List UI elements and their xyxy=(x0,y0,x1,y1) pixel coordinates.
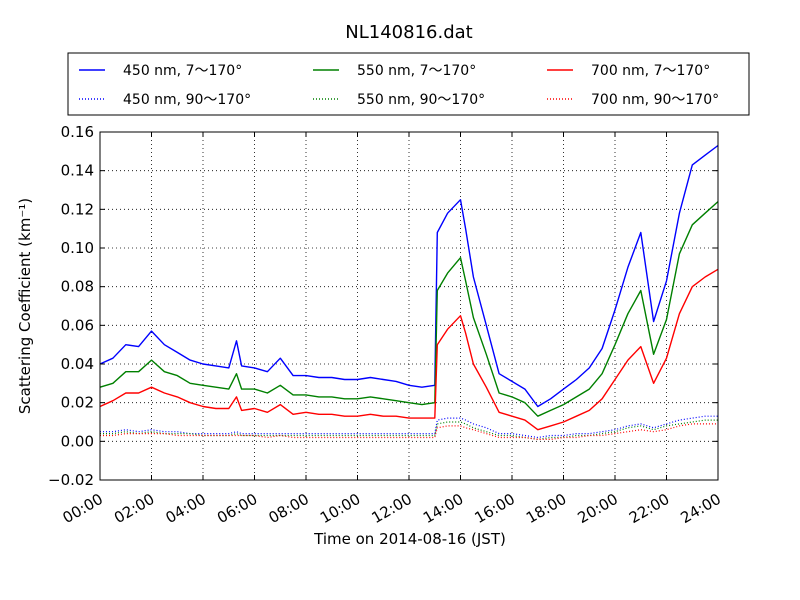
series-line-2 xyxy=(99,268,719,431)
y-axis-label: Scattering Coefficient (km⁻¹) xyxy=(16,198,34,414)
legend-label-2: 700 nm, 7～170° xyxy=(591,63,710,79)
legend-label-5: 700 nm, 90～170° xyxy=(591,92,719,108)
y-tick-label: 0.00 xyxy=(61,432,94,450)
series-line-5 xyxy=(100,423,718,440)
series-line-0 xyxy=(99,144,719,408)
y-tick-label: 0.14 xyxy=(61,162,94,180)
legend-label-1: 550 nm, 7～170° xyxy=(357,63,476,79)
series-line-3 xyxy=(100,415,718,439)
y-tick-label: 0.04 xyxy=(61,355,94,373)
legend-box xyxy=(67,52,750,116)
series-line-1 xyxy=(99,201,719,417)
legend: 450 nm, 7～170° 550 nm, 7～170° 700 nm, 7～17… xyxy=(67,52,750,116)
y-tick-label: 0.08 xyxy=(61,278,94,296)
legend-label-0: 450 nm, 7～170° xyxy=(123,63,242,79)
series-layer xyxy=(99,144,719,440)
y-tick-label: 0.02 xyxy=(61,394,94,412)
y-tick-label: 0.16 xyxy=(61,123,94,141)
y-tick-label: −0.02 xyxy=(48,471,94,489)
legend-label-3: 450 nm, 90～170° xyxy=(123,92,251,108)
y-tick-label: 0.12 xyxy=(61,200,94,218)
chart-title: NL140816.dat xyxy=(345,22,472,43)
series-line-4 xyxy=(100,419,718,440)
y-tick-label: 0.10 xyxy=(61,239,94,257)
y-tick-label: 0.06 xyxy=(61,316,94,334)
x-axis-label: Time on 2014-08-16 (JST) xyxy=(313,530,506,548)
legend-label-4: 550 nm, 90～170° xyxy=(357,92,485,108)
